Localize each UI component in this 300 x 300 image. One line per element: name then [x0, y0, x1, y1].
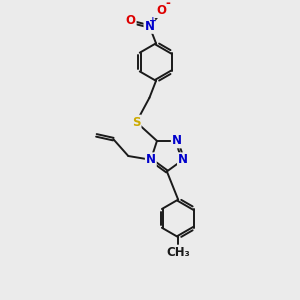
- Text: N: N: [178, 153, 188, 166]
- Text: N: N: [145, 20, 154, 33]
- Text: N: N: [146, 153, 156, 166]
- Text: N: N: [172, 134, 182, 147]
- Text: O: O: [126, 14, 136, 27]
- Text: -: -: [166, 0, 171, 11]
- Text: S: S: [132, 116, 141, 129]
- Text: O: O: [157, 4, 167, 17]
- Text: CH₃: CH₃: [166, 246, 190, 259]
- Text: +: +: [149, 16, 157, 25]
